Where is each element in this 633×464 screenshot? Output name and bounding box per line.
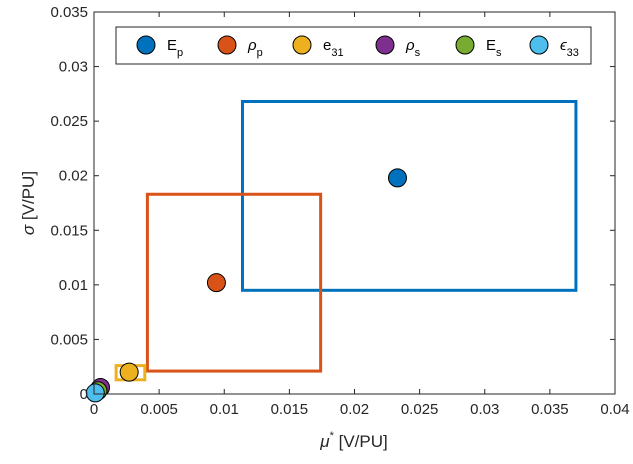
x-axis-ticks: 0 0.005 0.01 0.015 0.02 0.025 0.03 0.035 0.04: [90, 12, 630, 418]
data-point-2: [119, 362, 139, 382]
y-tick-label: 0.02: [59, 168, 88, 185]
range-box-0: [240, 99, 578, 292]
x-tick-label: 0.035: [531, 401, 569, 418]
data-points: [85, 168, 407, 403]
legend-marker-1: [217, 35, 237, 55]
y-axis-ticks: 0 0.005 0.01 0.015 0.02 0.025 0.03 0.035: [50, 4, 615, 403]
y-tick-label: 0.025: [50, 113, 88, 130]
data-point-1: [206, 273, 226, 293]
legend-marker-5: [529, 35, 549, 55]
x-tick-label: 0: [90, 401, 98, 418]
legend-label-1: ρp: [247, 37, 263, 59]
y-tick-label: 0.03: [59, 59, 88, 76]
legend-marker-3: [375, 35, 395, 55]
range-box-1: [145, 192, 323, 373]
x-tick-label: 0.02: [340, 401, 369, 418]
x-tick-label: 0.01: [210, 401, 239, 418]
range-boxes: [114, 99, 578, 382]
y-tick-label: 0: [80, 386, 88, 403]
legend-label-3: ρs: [405, 37, 421, 59]
legend-box: [115, 26, 592, 65]
x-tick-label: 0.005: [140, 401, 178, 418]
plot-area: [94, 12, 615, 394]
x-tick-label: 0.015: [271, 401, 309, 418]
x-axis-label: μ* [V/PU]: [319, 430, 387, 451]
y-tick-label: 0.005: [50, 331, 88, 348]
y-axis-label: σ [V/PU]: [19, 171, 38, 235]
legend-label-2: e31: [323, 37, 344, 59]
legend-label-0: Ep: [167, 37, 183, 59]
legend-marker-2: [292, 35, 312, 55]
legend-marker-0: [136, 35, 156, 55]
data-point-5: [85, 383, 105, 403]
data-point-0: [387, 168, 407, 188]
x-tick-label: 0.025: [401, 401, 439, 418]
y-tick-label: 0.015: [50, 222, 88, 239]
legend: Ep ρp e31 ρs Es ϵ33: [115, 26, 592, 65]
legend-label-5: ϵ33: [560, 37, 579, 59]
y-tick-label: 0.01: [59, 277, 88, 294]
y-tick-label: 0.035: [50, 4, 88, 21]
legend-label-4: Es: [486, 37, 502, 59]
x-tick-label: 0.04: [600, 401, 629, 418]
legend-marker-4: [455, 35, 475, 55]
x-tick-label: 0.03: [470, 401, 499, 418]
